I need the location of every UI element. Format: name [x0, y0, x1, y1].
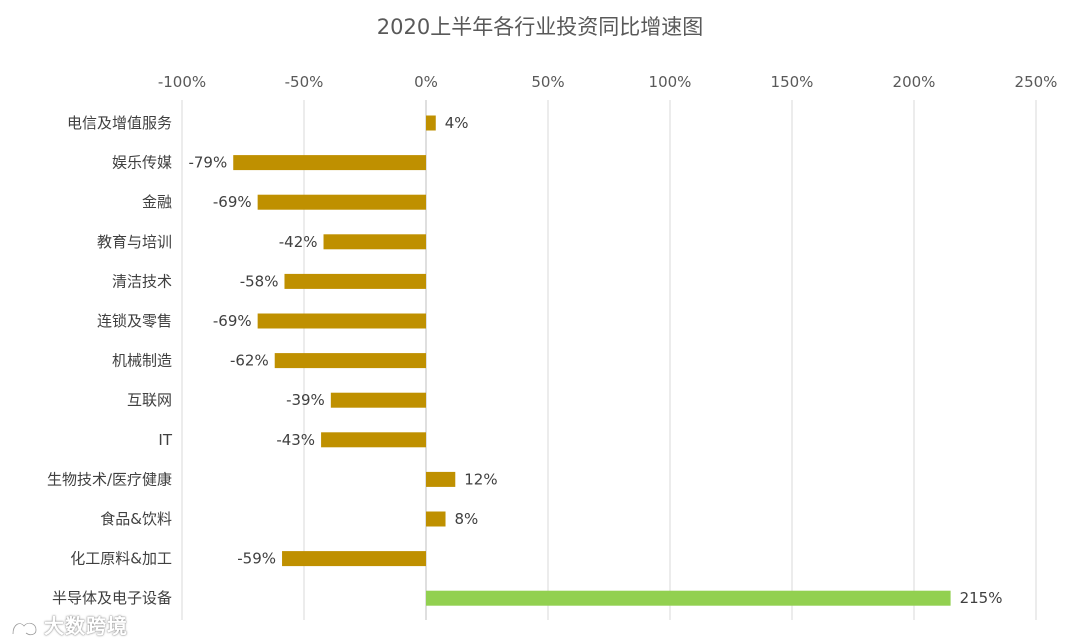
- category-label: 互联网: [127, 391, 172, 409]
- bar: [426, 511, 446, 527]
- x-tick-label: 150%: [771, 73, 814, 91]
- data-label: -69%: [213, 312, 252, 330]
- data-label: -43%: [276, 431, 315, 449]
- x-tick-label: 0%: [414, 73, 438, 91]
- bar: [257, 194, 426, 210]
- bar: [257, 313, 426, 329]
- data-label: -59%: [237, 550, 276, 568]
- category-label: 连锁及零售: [97, 312, 172, 330]
- data-label: 12%: [464, 470, 497, 488]
- category-label: 娱乐传媒: [112, 154, 172, 172]
- category-label: 金融: [142, 193, 172, 211]
- bar: [330, 392, 426, 408]
- category-label: 化工原料&加工: [70, 550, 172, 568]
- watermark: 大数跨境: [10, 610, 128, 639]
- x-tick-label: 50%: [531, 73, 564, 91]
- watermark-text: 大数跨境: [44, 614, 128, 638]
- bar: [321, 432, 426, 448]
- x-axis-ticks: -100% -50% 0% 50% 100% 150% 200% 250%: [158, 73, 1058, 91]
- bar: [282, 551, 426, 567]
- x-tick-label: 200%: [893, 73, 936, 91]
- chart-title: 2020上半年各行业投资同比增速图: [377, 15, 703, 39]
- category-label: 食品&饮料: [100, 510, 172, 528]
- bar: [284, 273, 426, 289]
- category-label: 清洁技术: [112, 272, 172, 290]
- data-labels: 4% -79% -69% -42% -58% -69% -62% -39% -43% 12% 8% -…: [188, 114, 1002, 607]
- x-tick-label: 100%: [649, 73, 692, 91]
- category-label: 半导体及电子设备: [52, 589, 172, 607]
- x-tick-label: -100%: [158, 73, 206, 91]
- x-tick-label: 250%: [1015, 73, 1058, 91]
- bar: [426, 590, 951, 606]
- watermark-logo-icon: [11, 621, 38, 636]
- category-label: 机械制造: [112, 352, 172, 370]
- bar: [426, 115, 436, 131]
- data-label: -58%: [240, 272, 279, 290]
- category-label: IT: [158, 431, 172, 449]
- data-label: -39%: [286, 391, 325, 409]
- data-label: 8%: [455, 510, 479, 528]
- bar: [233, 155, 426, 171]
- category-label: 生物技术/医疗健康: [47, 470, 172, 488]
- bars: [233, 115, 951, 606]
- bar: [426, 471, 456, 487]
- data-label: 4%: [445, 114, 469, 132]
- category-label: 电信及增值服务: [67, 114, 172, 132]
- bar: [323, 234, 426, 250]
- data-label: -42%: [279, 233, 318, 251]
- data-label: 215%: [960, 589, 1003, 607]
- category-label: 教育与培训: [97, 233, 172, 251]
- bar: [274, 353, 426, 369]
- data-label: -69%: [213, 193, 252, 211]
- data-label: -62%: [230, 352, 269, 370]
- data-label: -79%: [188, 154, 227, 172]
- x-tick-label: -50%: [285, 73, 324, 91]
